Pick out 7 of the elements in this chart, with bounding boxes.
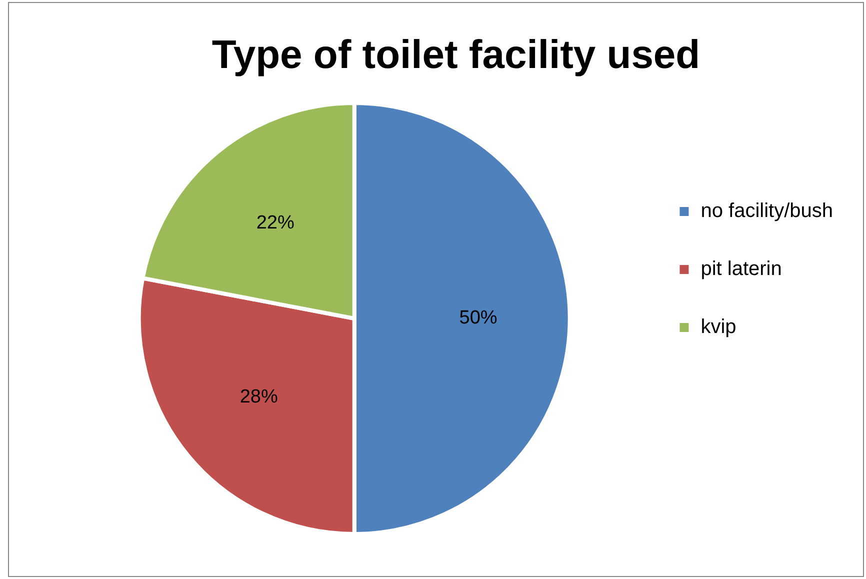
legend-label: no facility/bush <box>700 200 833 222</box>
chart-title: Type of toilet facility used <box>212 33 700 78</box>
data-label: 28% <box>240 386 278 408</box>
legend-label: pit laterin <box>700 258 782 280</box>
data-label: 22% <box>256 212 294 234</box>
data-label: 50% <box>459 308 498 329</box>
legend-label: kvip <box>700 316 736 338</box>
